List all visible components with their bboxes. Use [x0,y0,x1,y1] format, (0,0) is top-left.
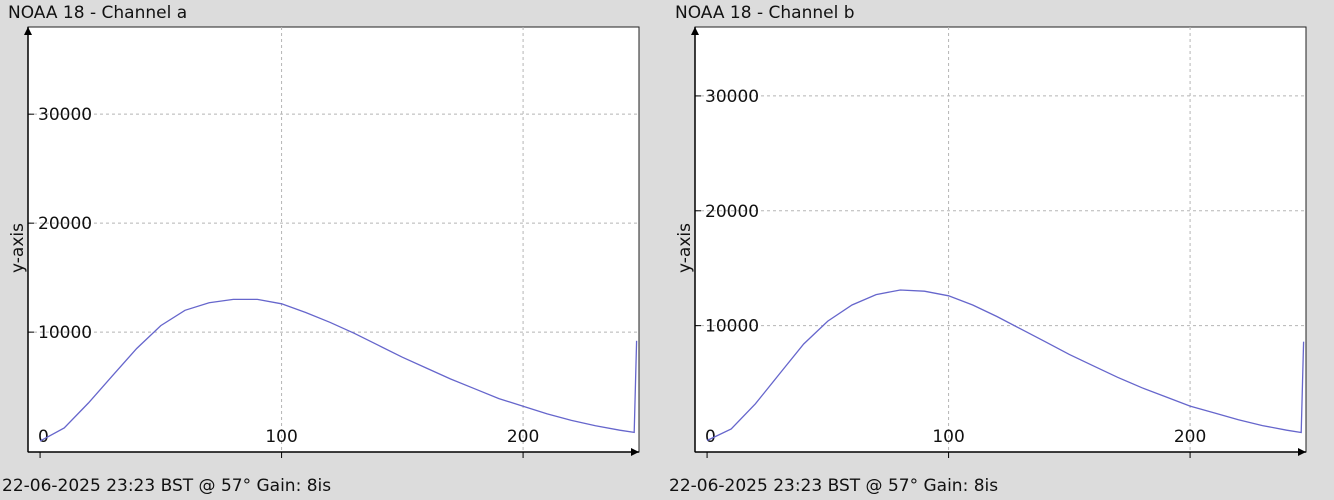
x-tick-label: 0 [705,427,716,447]
chart-panel-channel-a: NOAA 18 - Channel a 0 100 200 10000 20000 300… [2,3,640,496]
x-tick-label: 0 [38,427,49,447]
x-tick-label: 200 [1174,427,1206,447]
chart-footer: 22-06-2025 23:23 BST @ 57° Gain: 8is [669,476,999,496]
series-line [39,298,638,442]
y-tick-label: 30000 [38,105,92,125]
x-tick-label: 100 [932,427,964,447]
y-axis-arrow [24,27,32,35]
x-tick-label: 100 [265,427,297,447]
y-axis-label: y-axis [675,223,695,273]
x-axis-arrow [631,448,639,456]
chart-title: NOAA 18 - Channel a [8,3,188,23]
y-axis-arrow [691,27,699,35]
series-line [706,289,1305,442]
y-tick-label: 20000 [38,214,92,234]
chart-panel-channel-b: NOAA 18 - Channel b 0 100 200 10000 20000 300… [667,0,1334,500]
plot-area: 0 100 200 10000 20000 30000 [691,26,1307,458]
chart-footer: 22-06-2025 23:23 BST @ 57° Gain: 8is [2,476,332,496]
y-tick-label: 10000 [38,323,92,343]
x-axis-arrow [1298,448,1306,456]
y-tick-label: 30000 [705,87,759,107]
plot-background [27,26,640,453]
y-tick-label: 10000 [705,317,759,337]
y-axis-label: y-axis [8,223,28,273]
x-tick-label: 200 [507,427,539,447]
plot-area: 0 100 200 10000 20000 30000 [24,26,640,458]
chart-title: NOAA 18 - Channel b [675,3,855,23]
plot-background [694,26,1307,453]
y-tick-label: 20000 [705,202,759,222]
